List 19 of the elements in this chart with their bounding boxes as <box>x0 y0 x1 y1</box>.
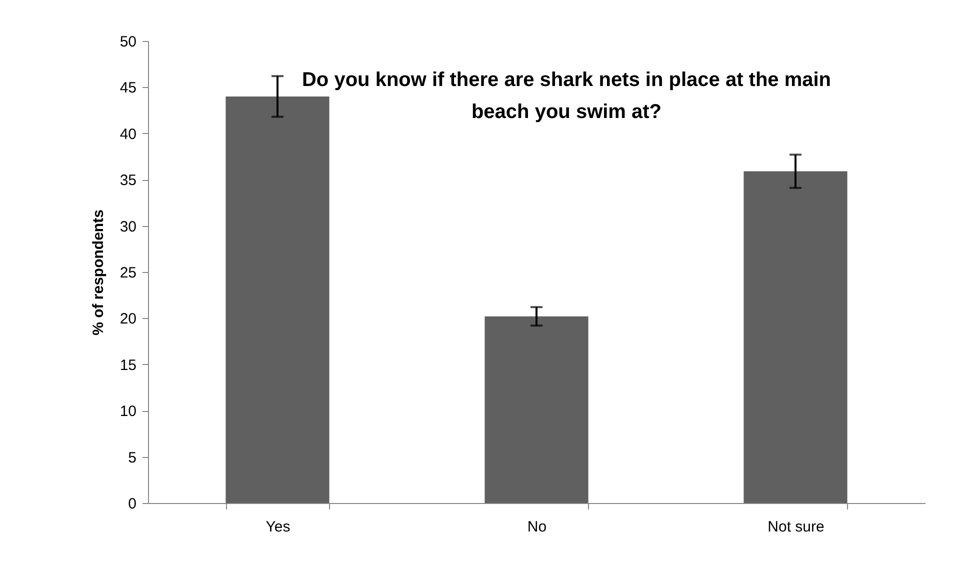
y-tick-label: 25 <box>120 264 136 282</box>
x-tick-label: No <box>527 518 547 536</box>
y-tick-label: 30 <box>120 218 136 236</box>
bar <box>484 316 588 503</box>
y-tick-label: 0 <box>128 496 136 512</box>
x-tick-label: Not sure <box>768 518 824 536</box>
y-tick-label: 15 <box>120 356 136 374</box>
text: Do you know if there are shark nets in place at the main beach you swim at? <box>302 69 832 123</box>
bar <box>744 171 848 503</box>
y-tick-label: 50 <box>120 34 136 50</box>
y-tick-label: 5 <box>128 449 136 466</box>
bar <box>226 96 330 503</box>
y-axis-title: % of respondents <box>90 210 107 336</box>
x-tick-label: Yes <box>266 518 290 536</box>
y-tick-label: 35 <box>120 172 136 190</box>
y-tick-label: 45 <box>120 80 136 97</box>
y-tick-label: 40 <box>120 126 136 143</box>
y-tick-label: 10 <box>120 403 136 420</box>
y-tick-label: 20 <box>120 310 136 328</box>
